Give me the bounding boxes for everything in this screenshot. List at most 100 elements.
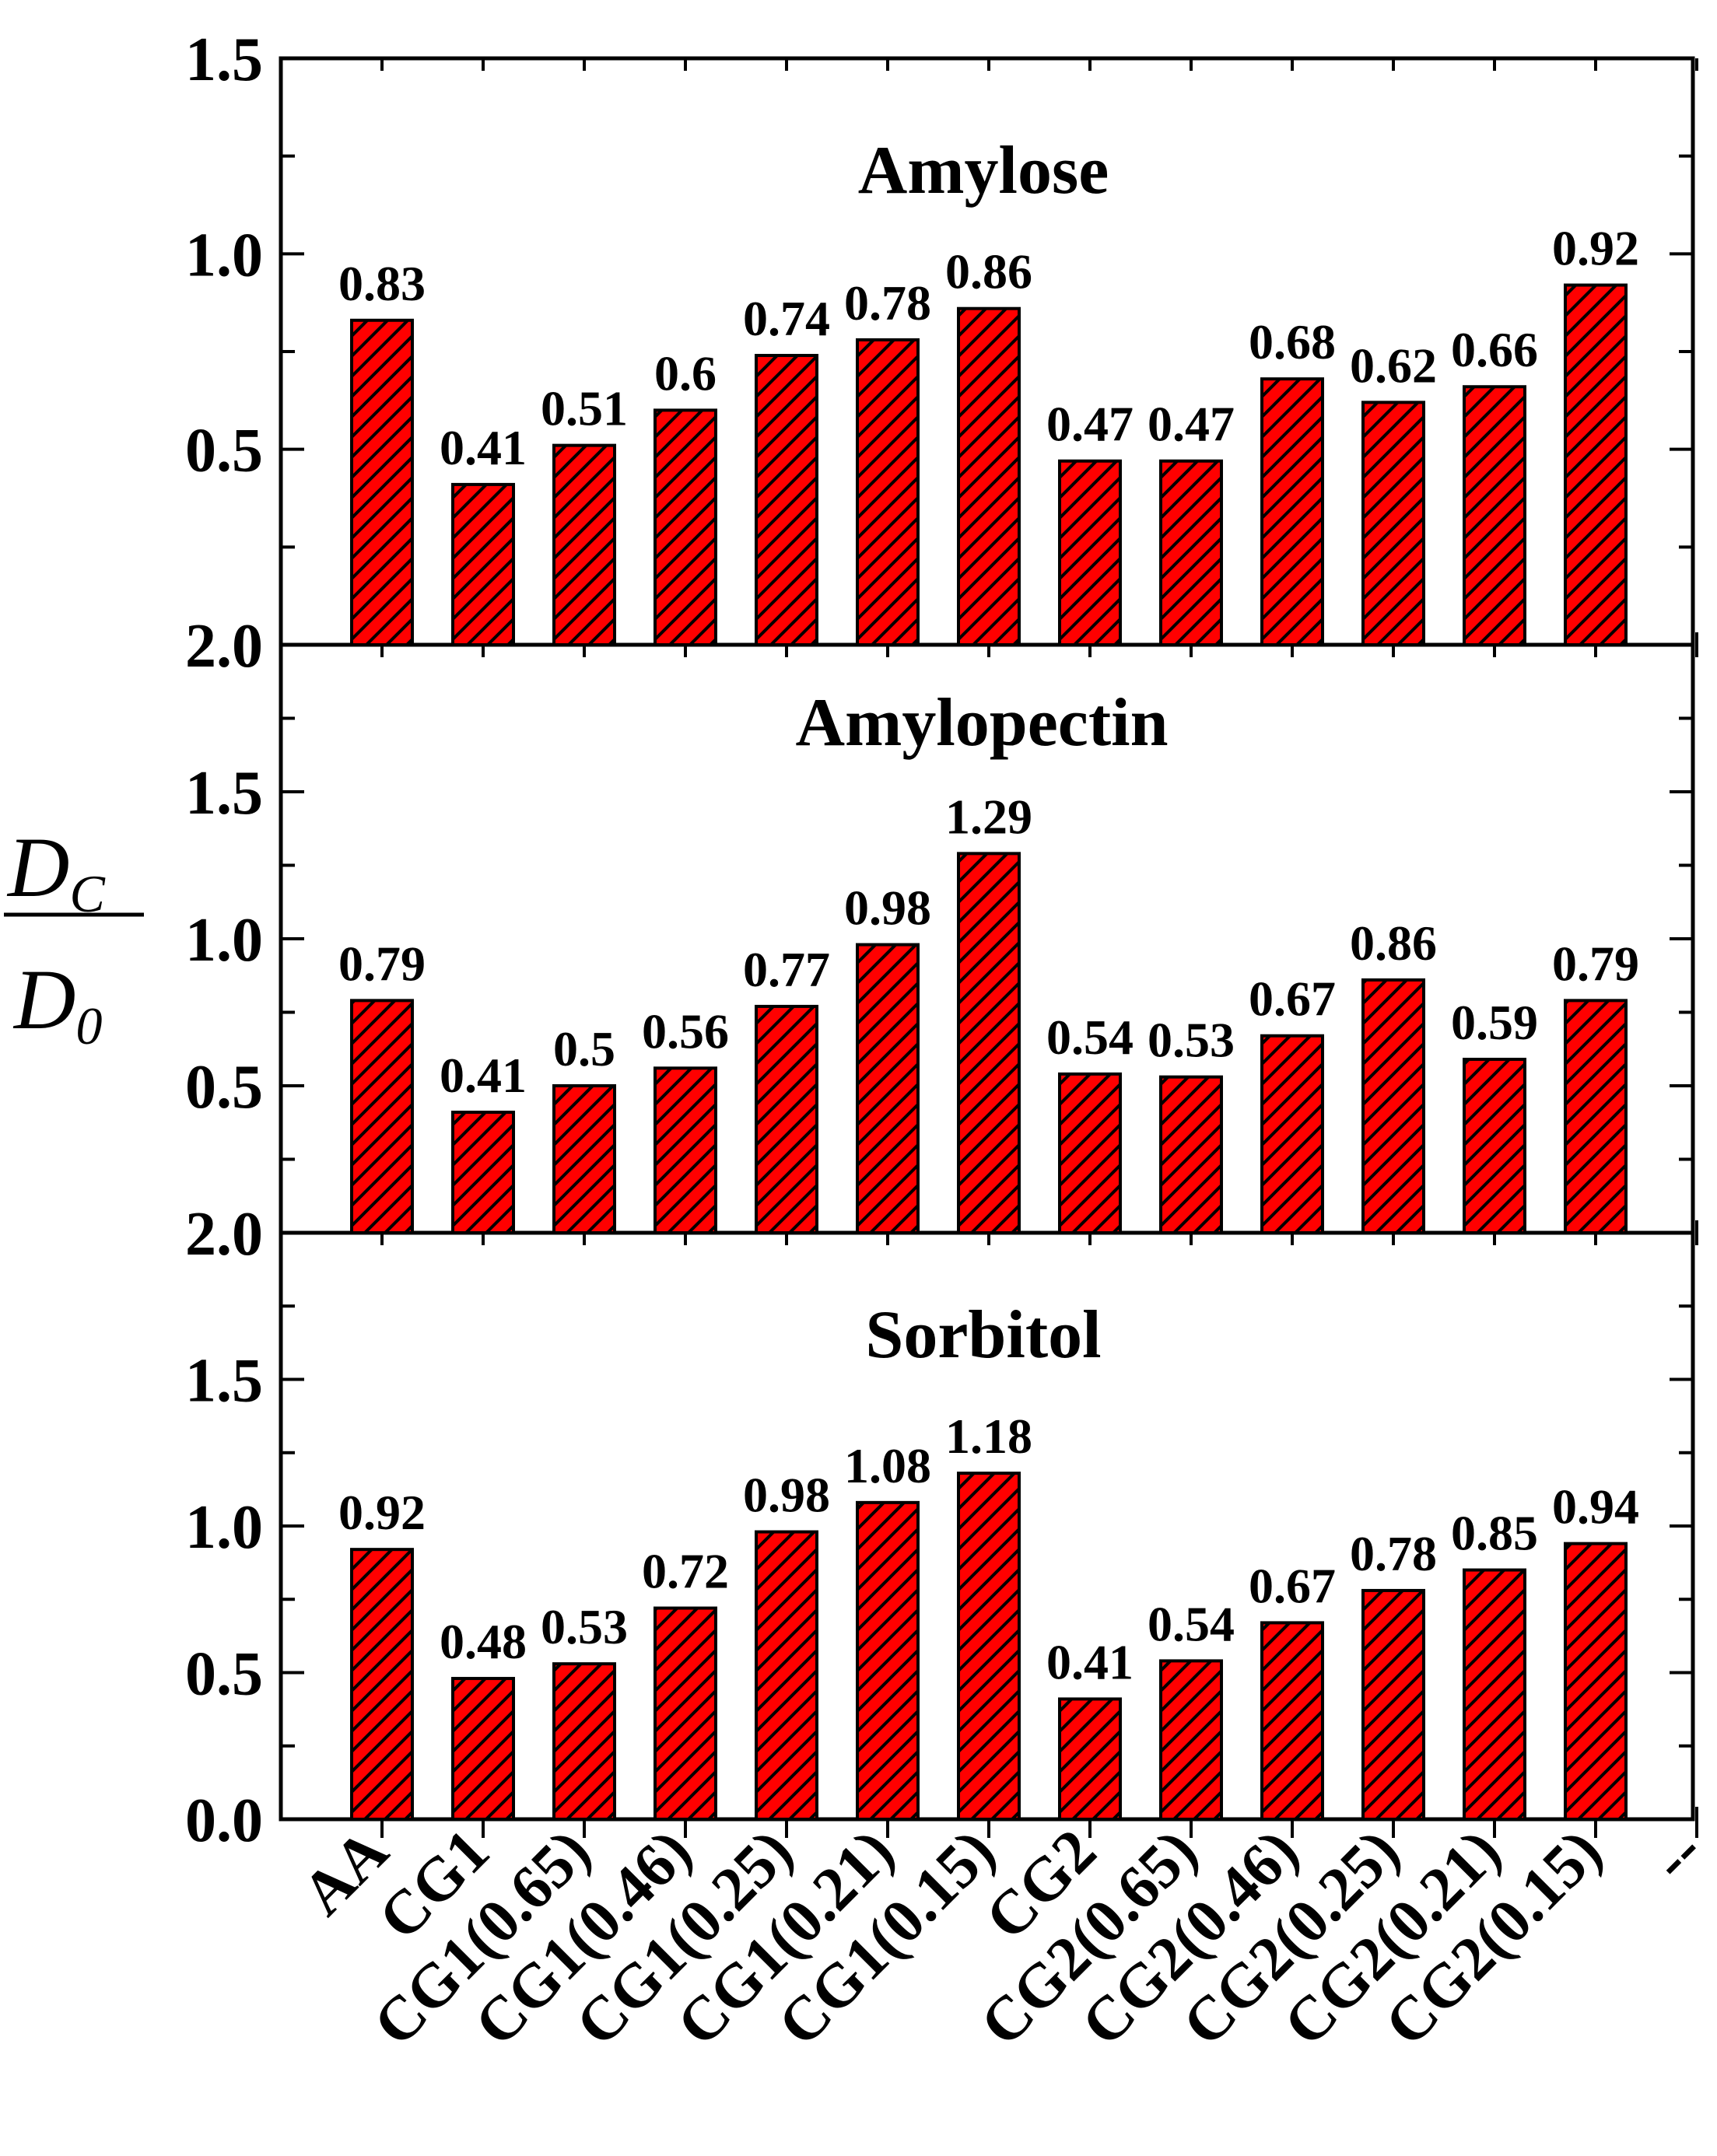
y-label-den-sub: 0 xyxy=(75,996,102,1055)
data-label: 0.53 xyxy=(1148,1013,1235,1068)
bar xyxy=(1159,1075,1223,1235)
y-label-numerator: DC xyxy=(6,820,105,923)
data-label: 0.98 xyxy=(743,1468,830,1523)
x-category-label: -- xyxy=(1638,1817,1716,1895)
bar xyxy=(755,1004,818,1234)
data-label: 0.78 xyxy=(1350,1526,1437,1581)
data-label: 0.78 xyxy=(844,275,931,331)
bar xyxy=(451,482,515,647)
data-label: 0.47 xyxy=(1148,397,1235,452)
bar xyxy=(1361,978,1425,1235)
bar xyxy=(755,1530,818,1822)
data-label: 1.08 xyxy=(844,1438,931,1493)
data-label: 0.56 xyxy=(642,1003,729,1059)
data-label: 0.86 xyxy=(1350,915,1437,971)
bar xyxy=(856,943,920,1235)
bar xyxy=(1058,459,1122,646)
bar xyxy=(1463,385,1526,646)
bar xyxy=(451,1111,515,1235)
data-label: 0.59 xyxy=(1451,995,1538,1050)
y-tick-label: 1.5 xyxy=(185,1347,263,1416)
bar xyxy=(552,443,616,646)
bar xyxy=(1260,1034,1324,1234)
bar xyxy=(755,354,818,646)
y-tick-label: 0.5 xyxy=(185,1640,263,1709)
bar xyxy=(1159,459,1223,646)
bar xyxy=(1058,1072,1122,1234)
data-label: 0.54 xyxy=(1046,1010,1134,1065)
bar xyxy=(1260,1621,1324,1821)
bar xyxy=(1260,377,1324,646)
data-label: 0.92 xyxy=(1552,221,1639,276)
panel-amylopectin: Amylopectin 0.5 1.0 1.5 2.0 0.79 0.41 0.5 0.56 0.… xyxy=(185,643,1698,1269)
data-label: 0.41 xyxy=(440,420,527,475)
bar xyxy=(957,852,1021,1234)
data-label: 0.68 xyxy=(1249,314,1336,369)
panel-title: Amylose xyxy=(858,133,1109,208)
y-label-den-base: D xyxy=(12,952,75,1047)
panel-title: Amylopectin xyxy=(795,685,1168,761)
bar xyxy=(350,999,414,1234)
data-label: 0.74 xyxy=(743,291,830,346)
data-label: 0.62 xyxy=(1350,338,1437,393)
data-label: 0.53 xyxy=(541,1599,628,1654)
data-label: 0.41 xyxy=(1046,1634,1134,1689)
y-tick-label-bottom: 2.0 xyxy=(185,612,263,681)
y-tick-label: 1.0 xyxy=(185,1493,263,1562)
bar xyxy=(856,1500,920,1821)
panel-sorbitol: Sorbitol 0.0 0.5 1.0 1.5 0.92 0.48 0.53 0.72 0.98… xyxy=(185,1231,1698,1855)
bar xyxy=(856,338,920,646)
bar xyxy=(957,1472,1021,1821)
data-label: 0.85 xyxy=(1451,1506,1538,1561)
y-label-denominator: D0 xyxy=(12,952,102,1055)
bar xyxy=(1564,999,1628,1234)
y-tick-label: 1.0 xyxy=(185,221,263,289)
data-label: 0.92 xyxy=(338,1485,426,1540)
y-tick-label: 1.5 xyxy=(185,26,263,94)
bar xyxy=(957,306,1021,646)
data-label: 0.41 xyxy=(440,1048,527,1103)
data-label: 0.77 xyxy=(743,942,830,997)
data-label: 0.5 xyxy=(553,1021,615,1076)
bar xyxy=(1564,1542,1628,1821)
data-label: 0.86 xyxy=(945,244,1032,299)
data-label: 0.48 xyxy=(440,1614,527,1669)
bar xyxy=(552,1662,616,1821)
data-label: 0.47 xyxy=(1046,397,1134,452)
data-label: 0.67 xyxy=(1249,971,1336,1027)
panel-title: Sorbitol xyxy=(865,1297,1101,1373)
data-label: 1.29 xyxy=(945,789,1032,844)
data-label: 0.51 xyxy=(541,381,628,436)
bar xyxy=(1361,401,1425,646)
y-tick-label: 0.0 xyxy=(185,1787,263,1855)
bar xyxy=(654,1066,717,1234)
bar xyxy=(654,408,717,647)
data-label: 0.67 xyxy=(1249,1558,1336,1613)
y-tick-label: 1.0 xyxy=(185,906,263,975)
y-tick-label: 1.5 xyxy=(185,759,263,828)
bar xyxy=(1361,1588,1425,1821)
y-tick-label-bottom: 2.0 xyxy=(185,1200,263,1269)
bar xyxy=(1159,1659,1223,1821)
bar xyxy=(1564,283,1628,646)
y-tick-label: 0.5 xyxy=(185,1053,263,1122)
bar xyxy=(1058,1697,1122,1821)
bar xyxy=(1463,1568,1526,1822)
data-label: 0.79 xyxy=(338,936,426,991)
data-label: 0.66 xyxy=(1451,322,1538,377)
data-label: 0.72 xyxy=(642,1544,729,1599)
data-label: 0.79 xyxy=(1552,936,1639,991)
data-label: 1.18 xyxy=(945,1409,1032,1464)
panel-amylose: Amylose 0.5 1.0 1.5 2.0 0.83 0.41 0.51 0.6 0.74 0.… xyxy=(185,26,1698,681)
data-label: 0.6 xyxy=(654,345,717,401)
y-tick-label: 0.5 xyxy=(185,417,263,485)
panels: Amylose 0.5 1.0 1.5 2.0 0.83 0.41 0.51 0.6 0.74 0.… xyxy=(185,26,1698,1855)
bar xyxy=(451,1677,515,1822)
y-axis-label: DC D0 xyxy=(4,820,144,1055)
bar xyxy=(350,1548,414,1822)
x-category-labels: AACG1CG1(0.65)CG1(0.46)CG1(0.25)CG1(0.21… xyxy=(289,1816,1716,2059)
data-label: 0.98 xyxy=(844,880,931,936)
bar xyxy=(552,1084,616,1234)
data-label: 0.83 xyxy=(338,256,426,311)
